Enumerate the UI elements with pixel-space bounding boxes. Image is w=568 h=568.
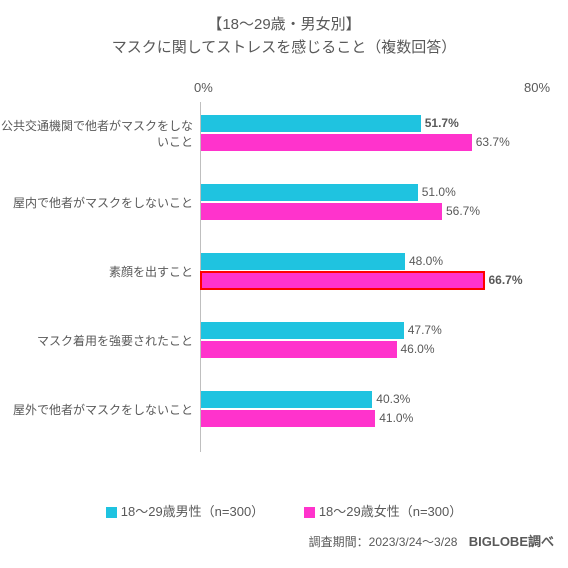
survey-source: BIGLOBE調べ [469,534,554,549]
value-label-male: 40.3% [376,391,410,408]
title-line-1: 【18～29歳・男女別】 [207,16,360,33]
legend: 18～29歳男性（n=300） 18～29歳女性（n=300） [0,501,568,520]
chart-row: 公共交通機関で他者がマスクをしないこと51.7%63.7% [201,112,540,156]
bar-male [201,322,404,339]
value-label-male: 48.0% [409,253,443,270]
legend-male-label: 18～29歳男性（n=300） [121,504,264,519]
value-label-female: 46.0% [401,341,435,358]
value-label-female: 63.7% [476,134,510,151]
bar-male [201,184,418,201]
bar-male [201,253,405,270]
category-label: 素顔を出すこと [1,264,193,280]
chart-row: 素顔を出すこと48.0%66.7% [201,250,540,294]
category-label: 公共交通機関で他者がマスクをしないこと [1,118,193,150]
category-label: 屋外で他者がマスクをしないこと [1,402,193,418]
value-label-male: 51.7% [425,115,459,132]
axis-labels: 0% 80% [0,80,568,100]
legend-male: 18～29歳男性（n=300） [106,501,264,520]
bar-female [201,134,472,151]
bar-female [201,410,375,427]
bar-male [201,391,372,408]
chart-title: 【18～29歳・男女別】 マスクに関してストレスを感じること（複数回答） [0,0,568,59]
bar-female [201,203,442,220]
legend-female-label: 18～29歳女性（n=300） [319,504,462,519]
footer: 調査期間：2023/3/24～3/28 BIGLOBE調べ [309,531,554,550]
bar-female [201,272,484,289]
axis-max-label: 80% [524,80,550,95]
survey-period: 調査期間：2023/3/24～3/28 [309,535,458,549]
value-label-female: 41.0% [379,410,413,427]
plot-area: 公共交通機関で他者がマスクをしないこと51.7%63.7%屋内で他者がマスクをし… [200,102,540,452]
value-label-male: 51.0% [422,184,456,201]
chart-row: マスク着用を強要されたこと47.7%46.0% [201,319,540,363]
value-label-female: 56.7% [446,203,480,220]
category-label: 屋内で他者がマスクをしないこと [1,195,193,211]
legend-female: 18～29歳女性（n=300） [304,501,462,520]
chart-row: 屋外で他者がマスクをしないこと40.3%41.0% [201,388,540,432]
chart-area: 0% 80% 公共交通機関で他者がマスクをしないこと 51.7% 63.7% 屋内で他… [0,80,568,460]
bar-female [201,341,397,358]
value-label-female: 66.7% [488,272,522,289]
chart-row: 屋内で他者がマスクをしないこと51.0%56.7% [201,181,540,225]
value-label-male: 47.7% [408,322,442,339]
legend-swatch-male [106,507,117,518]
title-line-2: マスクに関してストレスを感じること（複数回答） [112,39,457,56]
category-label: マスク着用を強要されたこと [1,333,193,349]
legend-swatch-female [304,507,315,518]
bar-male [201,115,421,132]
axis-min-label: 0% [194,80,213,95]
